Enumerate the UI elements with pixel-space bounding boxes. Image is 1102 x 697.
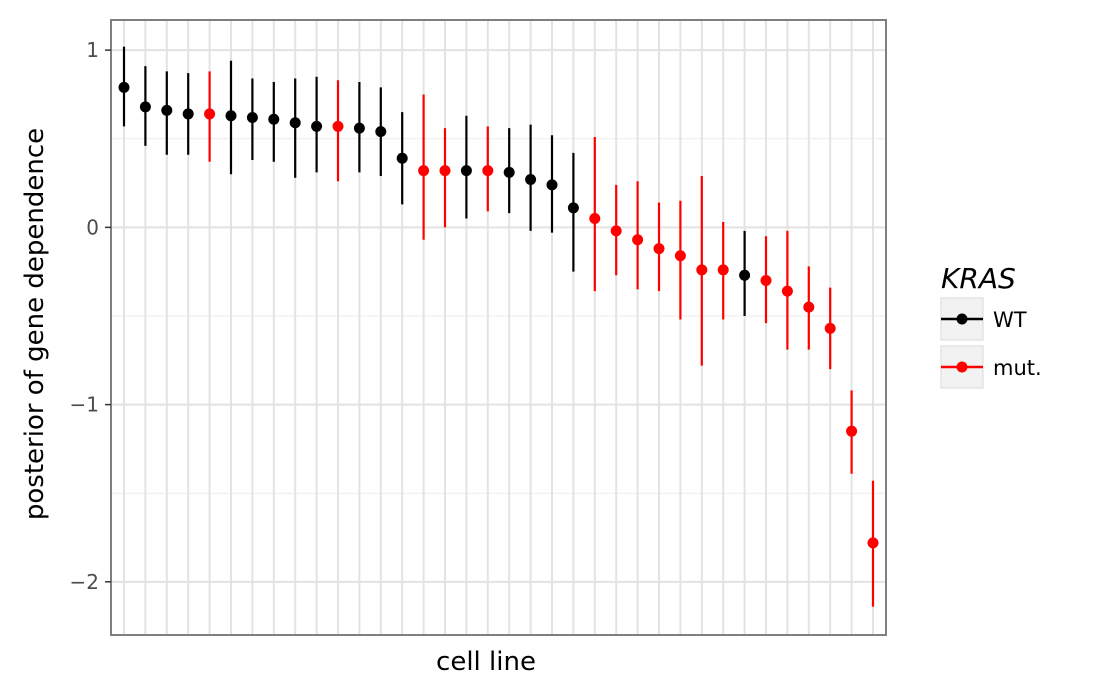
data-point — [375, 126, 387, 138]
data-point — [567, 202, 579, 214]
data-point — [246, 111, 258, 123]
data-point — [161, 104, 173, 116]
data-point — [332, 120, 344, 132]
y-tick-label: −2 — [70, 570, 99, 594]
data-point — [546, 179, 558, 191]
data-point — [760, 275, 772, 287]
data-point — [674, 250, 686, 262]
y-axis-label: posterior of gene dependence — [20, 128, 50, 520]
data-marks — [118, 46, 879, 607]
legend: KRAS WT mut. — [940, 262, 1042, 389]
data-point — [439, 165, 451, 177]
data-point — [418, 165, 430, 177]
data-point — [289, 117, 301, 129]
data-point — [182, 108, 194, 120]
data-point — [268, 113, 280, 125]
y-tick-label: −1 — [70, 393, 99, 417]
y-tick-label: 1 — [86, 38, 99, 62]
legend-title: KRAS — [941, 262, 1016, 295]
data-point — [525, 174, 537, 186]
data-point — [396, 152, 408, 164]
x-axis-label: cell line — [436, 647, 536, 677]
data-point — [589, 213, 601, 225]
data-point — [696, 264, 708, 276]
data-point — [503, 166, 515, 178]
y-tick-label: 0 — [86, 215, 99, 239]
data-point — [460, 165, 472, 177]
data-point — [739, 269, 751, 281]
legend-label: mut. — [993, 356, 1042, 380]
data-point — [118, 81, 130, 93]
data-point — [204, 108, 216, 120]
data-point — [139, 101, 151, 113]
data-point — [824, 322, 836, 334]
data-point — [610, 225, 622, 237]
data-point — [781, 285, 793, 297]
data-point — [653, 243, 665, 255]
data-point — [867, 537, 879, 549]
data-point — [353, 122, 365, 134]
data-point — [311, 120, 323, 132]
data-point — [846, 425, 858, 437]
data-point — [225, 110, 237, 122]
legend-key-point — [956, 361, 968, 373]
plot-panel-border — [110, 19, 887, 636]
data-point — [717, 264, 729, 276]
data-point — [803, 301, 815, 313]
legend-label: WT — [993, 308, 1027, 332]
y-axis-ticks: 1 0 −1 −2 — [70, 38, 111, 594]
legend-key-point — [956, 313, 968, 325]
data-point — [632, 234, 644, 246]
data-point — [482, 165, 494, 177]
